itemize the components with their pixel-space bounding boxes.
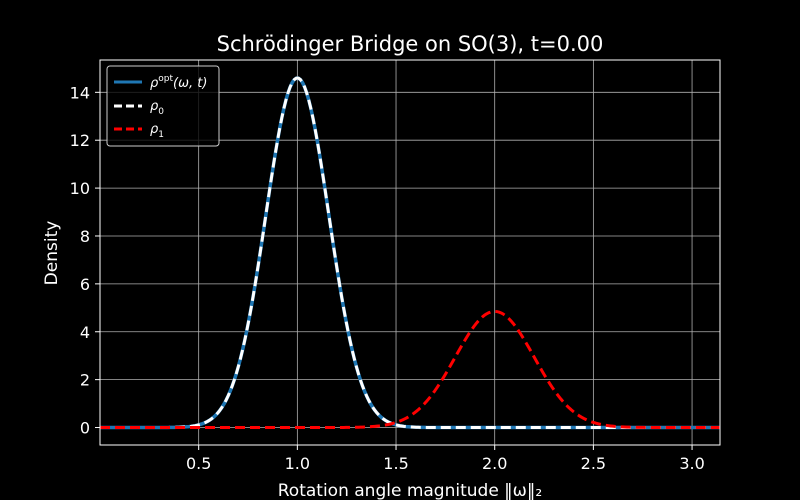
- legend-label-rho-1-main: ρ: [150, 122, 159, 137]
- y-tick-label: 0: [80, 419, 90, 438]
- y-tick-label: 14: [70, 83, 90, 102]
- y-axis-label: Density: [42, 221, 62, 286]
- legend-label-rho-opt-main: ρ: [150, 76, 159, 91]
- series-rho-opt-line: [100, 76, 720, 430]
- legend-label-rho-opt-sup: opt: [158, 74, 173, 84]
- legend: ρopt(ω, t) ρ0 ρ1: [106, 65, 220, 147]
- legend-label-rho-1-sub: 1: [158, 130, 164, 140]
- x-tick-label: 0.5: [186, 454, 211, 473]
- y-tick-label: 6: [80, 275, 90, 294]
- chart-title: Schrödinger Bridge on SO(3), t=0.00: [217, 32, 604, 56]
- x-axis-label: Rotation angle magnitude ‖ω‖₂: [278, 481, 542, 500]
- plot-frame: [99, 59, 721, 446]
- y-tick-label: 8: [80, 227, 90, 246]
- x-tick-label: 3.0: [679, 454, 704, 473]
- legend-label-rho-1: ρ1: [150, 122, 164, 140]
- x-tick-label: 1.5: [383, 454, 408, 473]
- y-tick-label: 2: [80, 371, 90, 390]
- legend-box: [106, 65, 220, 147]
- y-tick-label: 4: [80, 323, 90, 342]
- x-tick-label: 2.5: [581, 454, 606, 473]
- legend-label-rho-opt: ρopt(ω, t): [150, 74, 207, 91]
- legend-label-rho-0-main: ρ: [150, 99, 159, 114]
- y-tick-label: 12: [70, 131, 90, 150]
- legend-label-rho-0: ρ0: [150, 99, 164, 117]
- x-tick-label: 1.0: [285, 454, 310, 473]
- y-tick-label: 10: [70, 179, 90, 198]
- legend-label-rho-opt-args: (ω, t): [173, 76, 207, 91]
- series-group: [100, 76, 720, 430]
- x-tick-label: 2.0: [482, 454, 507, 473]
- legend-label-rho-0-sub: 0: [158, 107, 164, 117]
